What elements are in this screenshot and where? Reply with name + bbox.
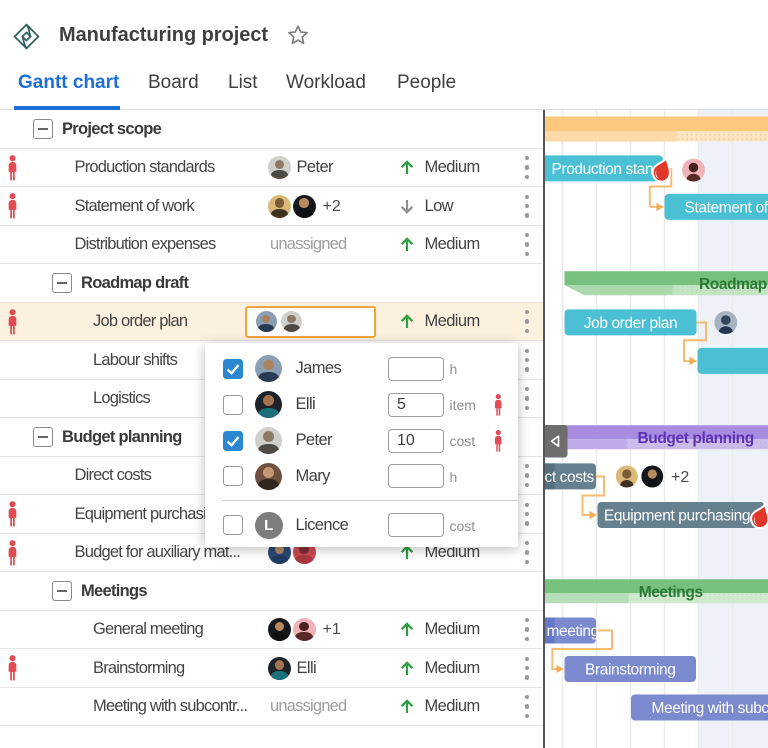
svg-text:Equipment purchasing: Equipment purchasing: [603, 508, 749, 525]
svg-text:Production standards: Production standards: [551, 161, 690, 178]
svg-text:Roadmap draft: Roadmap draft: [699, 276, 768, 293]
svg-text:Statement of work: Statement of work: [684, 199, 768, 216]
svg-text:Meeting with subcontractors: Meeting with subcontractors: [651, 700, 768, 717]
svg-text:meeting: meeting: [546, 623, 598, 640]
svg-text:Job order plan: Job order plan: [583, 315, 677, 332]
svg-text:Budget planning: Budget planning: [637, 430, 753, 447]
svg-text:Brainstorming: Brainstorming: [585, 662, 675, 679]
svg-text:+2: +2: [671, 469, 689, 486]
svg-text:ct costs: ct costs: [545, 469, 594, 486]
svg-text:Meetings: Meetings: [638, 584, 702, 601]
